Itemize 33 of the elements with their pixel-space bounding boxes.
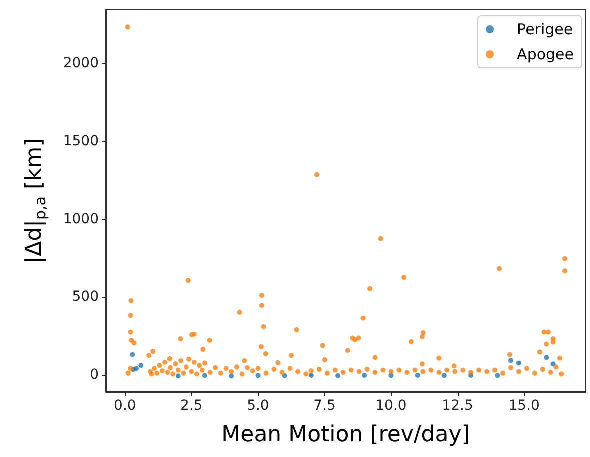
legend-label: Apogee: [517, 46, 574, 64]
x-tick-label: 2.5: [180, 398, 203, 414]
point: [256, 373, 261, 378]
point: [176, 374, 181, 379]
point: [362, 373, 368, 378]
y-tick-label: 2000: [63, 56, 99, 72]
point: [550, 362, 556, 367]
point: [130, 352, 136, 358]
x-tick-label: 10.0: [376, 398, 407, 414]
y-tick-label: 0: [90, 366, 99, 383]
point: [508, 358, 514, 364]
x-tick-label: 12.5: [442, 398, 474, 414]
point: [336, 373, 341, 378]
y-axis-title: |Δd|p,a [km]: [22, 138, 50, 264]
x-tick-label: 15.0: [508, 398, 540, 414]
point: [495, 373, 500, 378]
point: [202, 373, 208, 378]
y-tick-label: 500: [72, 289, 99, 306]
x-tick-label: 5.0: [247, 398, 270, 414]
point: [415, 373, 420, 378]
x-tick-label: 0.0: [114, 398, 136, 414]
x-tick-label: 7.5: [314, 398, 336, 414]
point: [308, 373, 314, 378]
point: [544, 355, 550, 360]
legend-label: Perigee: [517, 20, 574, 38]
y-tick-label: 1500: [63, 133, 99, 150]
point: [442, 373, 447, 378]
y-tick-label: 1000: [63, 211, 99, 228]
point: [138, 363, 144, 368]
point: [229, 374, 234, 379]
x-axis-title: Mean Motion [rev/day]: [222, 422, 470, 448]
point: [516, 360, 522, 366]
point: [134, 366, 140, 372]
